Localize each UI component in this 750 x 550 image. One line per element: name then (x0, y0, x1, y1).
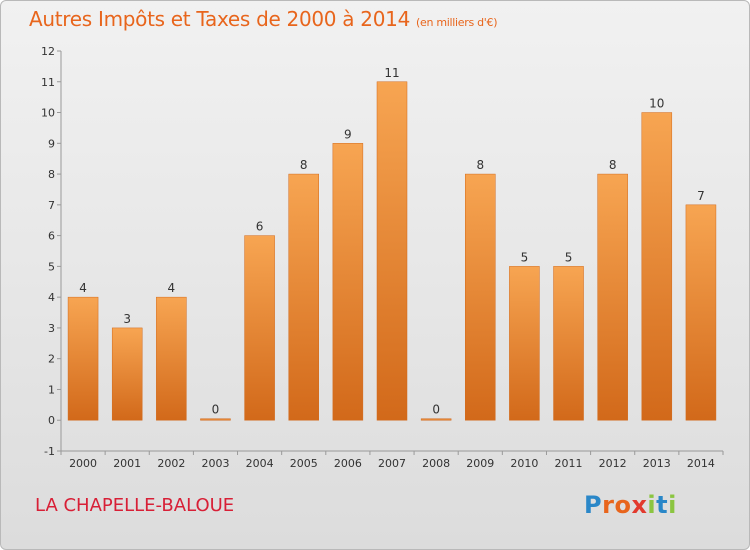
x-tick-label: 2000 (69, 457, 97, 470)
logo-letter: P (584, 491, 603, 519)
x-tick-label: 2012 (599, 457, 627, 470)
data-label-2007: 11 (384, 66, 399, 80)
data-label-2011: 5 (565, 250, 573, 264)
x-tick-label: 2010 (510, 457, 538, 470)
data-label-2014: 7 (697, 189, 705, 203)
y-tick-label: 4 (48, 291, 55, 304)
data-label-2006: 9 (344, 127, 352, 141)
x-tick-label: 2005 (290, 457, 318, 470)
y-tick-label: 9 (48, 137, 55, 150)
data-label-2001: 3 (123, 312, 131, 326)
x-tick-label: 2013 (643, 457, 671, 470)
bar-2012 (597, 173, 628, 421)
proxiti-logo: Proxiti (584, 491, 677, 519)
bar-2008 (420, 418, 452, 421)
bar-2014 (685, 204, 717, 421)
y-tick-label: 0 (48, 414, 55, 427)
y-tick-label: 12 (41, 45, 55, 58)
data-label-2008: 0 (432, 403, 440, 417)
data-label-2010: 5 (521, 250, 529, 264)
bar-2000 (67, 296, 99, 421)
data-label-2004: 6 (256, 220, 264, 234)
logo-letter: i (647, 491, 657, 519)
y-tick-label: 5 (48, 260, 55, 273)
chart-subtitle: (en milliers d'€) (416, 16, 498, 29)
bar-2005 (288, 173, 319, 421)
x-tick-label: 2001 (113, 457, 141, 470)
logo-letter: i (668, 491, 677, 519)
bar-2001 (111, 327, 143, 421)
logo-letter: o (614, 491, 632, 519)
data-label-2012: 8 (609, 158, 617, 172)
bar-2004 (244, 235, 275, 421)
labels: 4 3 4 0 6 8 9 11 0 8 5 5 8 10 7 (79, 66, 705, 417)
x-tick-label: 2007 (378, 457, 406, 470)
y-tick-label: 10 (41, 107, 55, 120)
commune-name: LA CHAPELLE-BALOUE (35, 495, 235, 516)
bar-2009 (465, 173, 496, 421)
y-tick-label: -1 (44, 445, 55, 458)
y-tick-label: 6 (48, 230, 55, 243)
x-tick-label: 2003 (201, 457, 229, 470)
y-tick-label: 1 (48, 383, 55, 396)
chart-title: Autres Impôts et Taxes de 2000 à 2014 (29, 7, 410, 31)
bar-2002 (156, 296, 187, 421)
y-tick-label: 7 (48, 199, 55, 212)
bar-2003 (200, 418, 231, 421)
x-tick-label: 2002 (157, 457, 185, 470)
data-label-2009: 8 (476, 158, 484, 172)
chart-title-block: Autres Impôts et Taxes de 2000 à 2014 (en… (29, 7, 497, 31)
bars (67, 81, 717, 421)
logo-letter: t (656, 491, 669, 519)
bar-2007 (376, 81, 408, 421)
bar-2011 (553, 266, 584, 421)
data-label-2002: 4 (168, 281, 176, 295)
x-tick-label: 2008 (422, 457, 450, 470)
y-tick-label: 11 (41, 76, 55, 89)
data-label-2013: 10 (649, 97, 664, 111)
bar-2006 (332, 143, 364, 421)
bar-2010 (509, 266, 540, 421)
y-tick-label: 3 (48, 322, 55, 335)
y-tick-label: 8 (48, 168, 55, 181)
data-label-2003: 0 (212, 403, 220, 417)
x-tick-label: 2009 (466, 457, 494, 470)
x-tick-label: 2006 (334, 457, 362, 470)
x-tick-label: 2011 (555, 457, 583, 470)
logo-letter: x (631, 491, 648, 519)
data-label-2005: 8 (300, 158, 308, 172)
data-label-2000: 4 (79, 281, 87, 295)
x-tick-label: 2004 (246, 457, 274, 470)
logo-letter: r (602, 491, 615, 519)
x-tick-label: 2014 (687, 457, 715, 470)
y-tick-label: 2 (48, 353, 55, 366)
bar-2013 (641, 112, 673, 421)
